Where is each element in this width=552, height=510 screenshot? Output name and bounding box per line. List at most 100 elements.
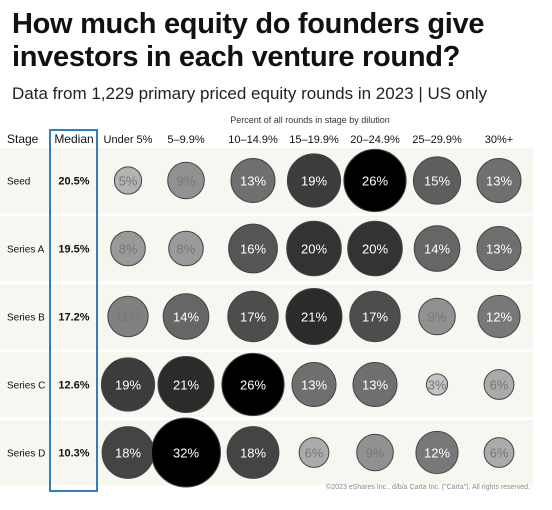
chart-subtitle: Data from 1,229 primary priced equity ro… <box>12 84 487 103</box>
median-value: 19.5% <box>58 244 89 256</box>
bubble-label: 26% <box>362 174 388 189</box>
bubble-label: 9% <box>177 174 196 189</box>
column-header: 20–24.9% <box>350 134 400 146</box>
bubble-label: 17% <box>362 310 388 325</box>
bubble-mark <box>343 148 407 213</box>
column-group-label: Percent of all rounds in stage by diluti… <box>230 115 390 125</box>
bubble-label: 13% <box>486 174 512 189</box>
median-highlight-box <box>49 129 98 492</box>
stage-label: Series C <box>7 381 45 392</box>
bubble-mark <box>168 230 204 267</box>
bubble-mark <box>157 356 215 413</box>
column-header: 10–14.9% <box>228 134 278 146</box>
bubble-label: 8% <box>119 242 138 257</box>
bubble-mark <box>298 437 330 468</box>
bubble-mark <box>349 290 401 343</box>
bubble-table-chart: Percent of all rounds in stage by diluti… <box>0 115 533 492</box>
bubble-label: 15% <box>424 174 450 189</box>
bubble-label: 6% <box>490 378 509 393</box>
column-header: 5–9.9% <box>167 134 205 146</box>
bubble-mark <box>352 362 398 407</box>
bubble-label: 12% <box>486 310 512 325</box>
bubble-mark <box>230 158 276 203</box>
bubble-mark <box>100 357 156 412</box>
bubble-label: 6% <box>305 446 324 461</box>
bubble-label: 21% <box>173 378 199 393</box>
bubble-mark <box>286 153 342 208</box>
bubble-label: 14% <box>424 242 450 257</box>
bubble-label: 9% <box>428 310 447 325</box>
bubble-label: 20% <box>362 242 388 257</box>
bubble-mark <box>483 369 515 400</box>
bubble-mark <box>151 417 221 488</box>
bubble-mark <box>476 226 522 271</box>
bubble-mark <box>221 352 285 417</box>
table-row: Series C 12.6% 19% 21% 26% 13% 13% 3% 6% <box>7 352 515 417</box>
bubble-mark <box>228 223 278 274</box>
footer-credit: ©2023 eShares Inc., d/b/a Carta Inc. ("C… <box>326 483 530 491</box>
bubble-label: 17% <box>240 310 266 325</box>
bubble-mark <box>285 288 343 345</box>
bubble-label: 14% <box>173 310 199 325</box>
bubble-label: 9% <box>366 446 385 461</box>
column-header: 25–29.9% <box>412 134 462 146</box>
column-header: 15–19.9% <box>289 134 339 146</box>
stage-label: Series D <box>7 449 45 460</box>
chart-title: How much equity do founders give investo… <box>12 8 485 73</box>
bubble-label: 6% <box>490 446 509 461</box>
bubble-mark <box>113 166 143 195</box>
bubble-mark <box>167 161 205 200</box>
table-row: Series B 17.2% 11% 14% 17% 21% 17% 9% 12% <box>7 288 521 345</box>
stage-label: Series B <box>7 313 45 324</box>
column-headers: Under 5% 5–9.9% 10–14.9% 15–19.9% 20–24.9% 25… <box>104 134 514 146</box>
bubble-mark <box>356 433 394 472</box>
bubble-mark <box>110 230 146 267</box>
stage-header: Stage <box>7 132 39 146</box>
column-header: 30%+ <box>485 134 513 146</box>
bubble-mark <box>291 362 337 407</box>
bubble-label: 5% <box>119 174 138 189</box>
bubble-mark <box>413 225 461 272</box>
table-rows: Seed 20.5% 5% 9% 13% 19% 26% 15% 13% Series A 19.5… <box>7 148 522 488</box>
bubble-label: 18% <box>240 446 266 461</box>
bubble-mark <box>412 156 462 205</box>
median-value: 10.3% <box>58 448 89 460</box>
bubble-label: 32% <box>173 446 199 461</box>
bubble-label: 18% <box>115 446 141 461</box>
bubble-label: 13% <box>362 378 388 393</box>
bubble-mark <box>415 430 459 475</box>
bubble-mark <box>418 297 456 336</box>
bubble-label: 12% <box>424 446 450 461</box>
bubble-label: 20% <box>301 242 327 257</box>
bubble-label: 26% <box>240 378 266 393</box>
table-row: Series A 19.5% 8% 8% 16% 20% 20% 14% 13% <box>7 220 522 277</box>
stage-label: Seed <box>7 177 30 188</box>
bubble-label: 13% <box>486 242 512 257</box>
bubble-label: 19% <box>115 378 141 393</box>
bubble-mark <box>227 290 279 343</box>
median-header: Median <box>54 132 93 146</box>
bubble-mark <box>477 294 521 339</box>
bubble-label: 21% <box>301 310 327 325</box>
bubble-label: 19% <box>301 174 327 189</box>
bubble-mark <box>226 426 280 479</box>
bubble-label: 3% <box>428 378 447 393</box>
bubble-label: 11% <box>115 310 140 325</box>
table-row: Series D 10.3% 18% 32% 18% 6% 9% 12% 6% <box>7 417 515 488</box>
bubble-label: 16% <box>240 242 266 257</box>
bubble-mark <box>483 437 515 468</box>
bubble-label: 13% <box>240 174 266 189</box>
bubble-label: 8% <box>177 242 196 257</box>
bubble-mark <box>425 373 449 396</box>
bubble-label: 13% <box>301 378 327 393</box>
chart-area: Percent of all rounds in stage by diluti… <box>0 112 552 501</box>
median-value: 12.6% <box>58 380 89 392</box>
bubble-mark <box>476 158 522 203</box>
bubble-mark <box>286 220 342 277</box>
stage-label: Series A <box>7 245 45 256</box>
bubble-mark <box>347 220 403 277</box>
bubble-mark <box>162 293 210 340</box>
column-header: Under 5% <box>104 134 153 146</box>
bubble-mark <box>107 295 149 338</box>
median-value: 17.2% <box>58 312 89 324</box>
